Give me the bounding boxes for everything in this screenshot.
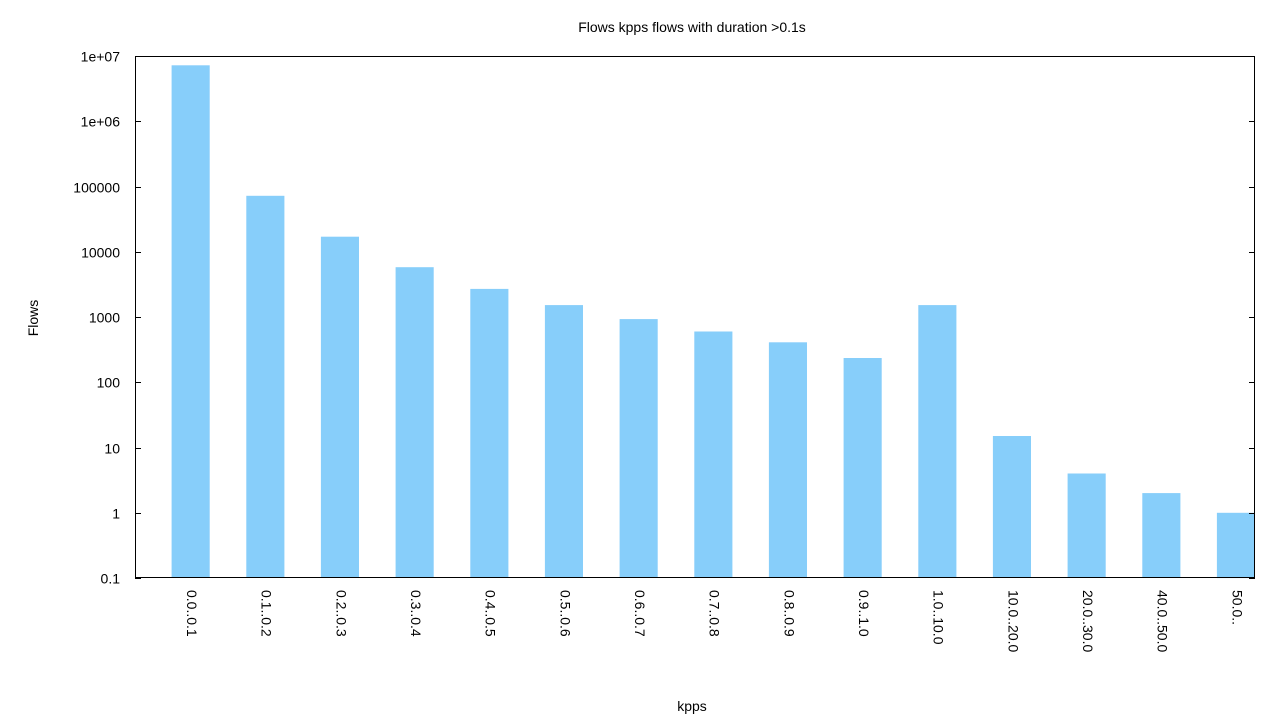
y-tick-label: 100: [97, 375, 121, 391]
x-tick-label: 0.0..0.1: [184, 590, 200, 637]
bar: [246, 195, 285, 579]
bar: [171, 65, 210, 579]
plot-frame: [135, 56, 1255, 578]
bar: [768, 342, 807, 578]
y-tick-label: 10: [104, 441, 120, 457]
bars-group: [171, 65, 1255, 579]
x-axis-ticks: 0.0..0.1 0.1..0.2 0.2..0.3 0.3..0.4 0.4..0.5…: [184, 590, 1245, 652]
bar: [544, 305, 583, 578]
bar: [1216, 512, 1255, 579]
x-tick-label: 0.7..0.8: [707, 590, 723, 637]
y-tick-label: 1: [112, 506, 120, 522]
x-tick-label: 10.0..20.0: [1005, 590, 1021, 652]
bar: [1067, 473, 1106, 578]
bar: [1142, 493, 1181, 578]
x-axis-label: kpps: [677, 698, 707, 714]
x-tick-label: 0.8..0.9: [781, 590, 797, 637]
y-axis-ticks: 0.1 1 10 100 1000 10000 100000 1e+06 1e+07: [73, 49, 1255, 587]
y-tick-label: 100000: [73, 180, 120, 196]
x-tick-label: 0.5..0.6: [557, 590, 573, 637]
bar: [320, 236, 359, 578]
chart-title: Flows kpps flows with duration >0.1s: [578, 19, 806, 35]
x-tick-label: 0.9..1.0: [856, 590, 872, 637]
x-tick-label: 40.0..50.0: [1155, 590, 1171, 652]
y-tick-label: 10000: [81, 245, 120, 261]
x-tick-label: 0.4..0.5: [483, 590, 499, 637]
y-tick-label: 1000: [89, 310, 120, 326]
bar: [694, 331, 733, 578]
x-tick-label: 0.6..0.7: [632, 590, 648, 637]
x-tick-label: 0.3..0.4: [408, 590, 424, 637]
x-tick-label: 20.0..30.0: [1080, 590, 1096, 652]
bar: [619, 319, 658, 578]
bar: [470, 288, 509, 578]
bar: [395, 267, 434, 578]
x-tick-label: 0.1..0.2: [259, 590, 275, 637]
bar: [992, 436, 1031, 578]
y-tick-label: 1e+07: [81, 49, 121, 65]
bar: [918, 305, 957, 578]
x-tick-label: 50.0..: [1229, 590, 1245, 625]
bar: [843, 358, 882, 578]
x-tick-label: 0.2..0.3: [333, 590, 349, 637]
x-tick-label: 1.0..10.0: [931, 590, 947, 645]
y-tick-label: 1e+06: [81, 114, 121, 130]
y-axis-label: Flows: [25, 300, 41, 337]
y-tick-label: 0.1: [101, 571, 121, 587]
